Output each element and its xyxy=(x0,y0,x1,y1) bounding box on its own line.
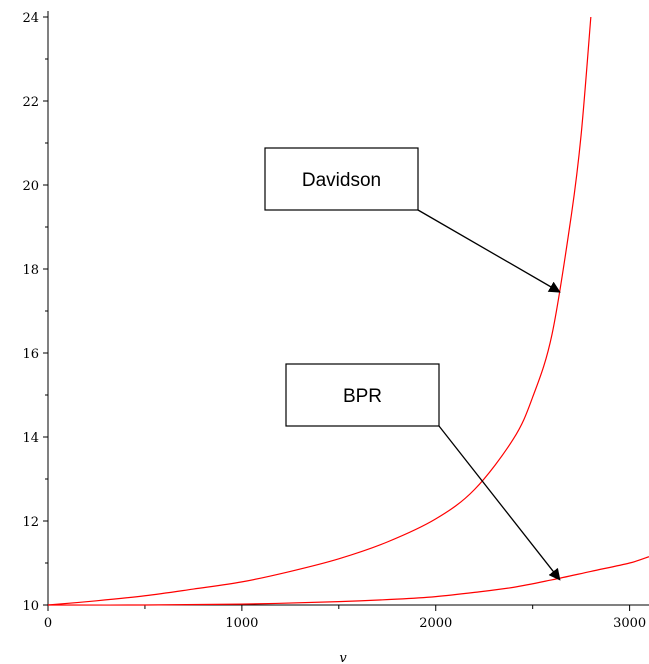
x-tick-label: 1000 xyxy=(225,616,258,631)
callout-arrow xyxy=(438,425,561,581)
series-line-davidson xyxy=(47,16,592,606)
series-line-bpr xyxy=(47,556,649,606)
y-tick-label: 14 xyxy=(22,431,39,446)
callout-davidson: Davidson xyxy=(264,147,561,293)
y-tick-label: 24 xyxy=(22,11,39,26)
series-lines xyxy=(47,16,649,606)
y-axis: 10 12 14 16 18 20 22 24 xyxy=(22,11,49,614)
callout-label: BPR xyxy=(343,386,382,407)
callout-box xyxy=(264,147,419,211)
y-tick-label: 10 xyxy=(22,599,39,614)
y-tick-label: 16 xyxy=(22,347,39,362)
callout-label: Davidson xyxy=(302,170,381,191)
x-axis-title: v xyxy=(339,651,347,664)
y-tick-label: 12 xyxy=(22,515,39,530)
callout-arrow xyxy=(417,209,561,293)
x-tick-label: 3000 xyxy=(613,616,646,631)
y-tick-label: 18 xyxy=(22,263,39,278)
y-tick-label: 22 xyxy=(22,95,39,110)
callout-bpr: BPR xyxy=(285,363,561,581)
x-tick-label: 2000 xyxy=(419,616,452,631)
x-tick-label: 0 xyxy=(44,616,52,631)
x-axis: 0 1000 2000 3000 v xyxy=(44,604,649,664)
callouts: Davidson BPR xyxy=(264,147,561,581)
callout-box xyxy=(285,363,440,427)
y-tick-label: 20 xyxy=(22,179,39,194)
